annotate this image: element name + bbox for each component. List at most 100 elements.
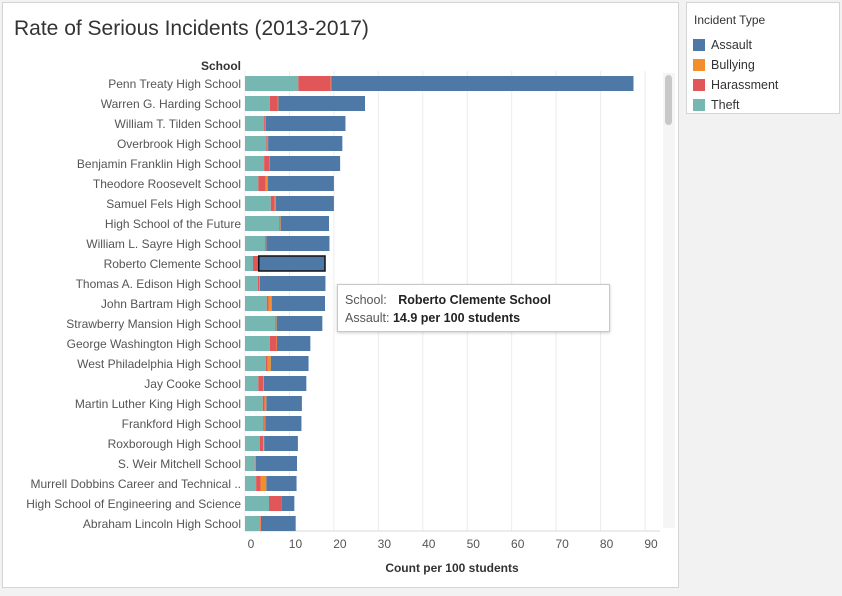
bar-martin-luther-king-high-school-theft xyxy=(245,396,263,411)
bar-frankford-high-school-harassment xyxy=(263,416,265,431)
bar-high-school-of-engineering-and-science-harassment xyxy=(269,496,282,511)
bar-murrell-dobbins-career-and-technical-bullying xyxy=(260,476,267,491)
bar-martin-luther-king-high-school-assault xyxy=(266,396,302,411)
chart-panel: School Penn Treaty High School Warren G. H… xyxy=(2,2,679,588)
bar-penn-treaty-high-school-bullying xyxy=(330,76,332,91)
bar-william-l-sayre-high-school-bullying xyxy=(265,236,267,251)
bar-roxborough-high-school-harassment xyxy=(259,436,264,451)
bar-roxborough-high-school-theft xyxy=(245,436,260,451)
bar-high-school-of-engineering-and-science-assault xyxy=(281,496,295,511)
legend-swatch-bullying xyxy=(693,59,705,71)
bar-theodore-roosevelt-school-theft xyxy=(245,176,259,191)
bar-west-philadelphia-high-school-bullying xyxy=(267,356,271,371)
bar-thomas-a-edison-high-school-theft xyxy=(245,276,258,291)
bar-john-bartram-high-school-assault xyxy=(271,296,326,311)
bar-thomas-a-edison-high-school-assault xyxy=(259,276,326,291)
tooltip-metric-value: 14.9 per 100 students xyxy=(392,311,521,325)
bar-strawberry-mansion-high-school-harassment xyxy=(275,316,277,331)
chart-scrollbar[interactable] xyxy=(663,73,675,528)
bar-benjamin-franklin-high-school-harassment xyxy=(264,156,270,171)
row-label-william-t-tilden-school: William T. Tilden School xyxy=(115,117,242,131)
legend-item-theft[interactable]: Theft xyxy=(691,96,839,114)
bar-samuel-fels-high-school-harassment xyxy=(270,196,275,211)
bar-william-l-sayre-high-school-theft xyxy=(245,236,266,251)
bar-john-bartram-high-school-harassment xyxy=(266,296,269,311)
x-tick-label-90: 90 xyxy=(644,537,658,551)
bar-john-bartram-high-school-theft xyxy=(245,296,267,311)
bar-john-bartram-high-school-bullying xyxy=(268,296,272,311)
row-label-penn-treaty-high-school: Penn Treaty High School xyxy=(108,77,241,91)
bar-high-school-of-the-future-harassment xyxy=(279,216,281,231)
row-label-roxborough-high-school: Roxborough High School xyxy=(108,437,241,451)
legend-item-assault[interactable]: Assault xyxy=(691,36,839,54)
bar-thomas-a-edison-high-school-harassment xyxy=(257,276,260,291)
row-header: School xyxy=(201,59,241,73)
bar-jay-cooke-school-bullying xyxy=(263,376,264,391)
row-label-frankford-high-school: Frankford High School xyxy=(122,417,241,431)
x-axis-label: Count per 100 students xyxy=(385,561,519,575)
bar-frankford-high-school-theft xyxy=(245,416,264,431)
tooltip-school-label: School: xyxy=(345,293,387,307)
bar-high-school-of-the-future-bullying xyxy=(280,216,281,231)
bar-penn-treaty-high-school-theft xyxy=(245,76,299,91)
bar-strawberry-mansion-high-school-theft xyxy=(245,316,276,331)
bar-abraham-lincoln-high-school-assault xyxy=(261,516,296,531)
bar-murrell-dobbins-career-and-technical-harassment xyxy=(256,476,261,491)
bar-penn-treaty-high-school-assault xyxy=(331,76,634,91)
bar-overbrook-high-school-assault xyxy=(268,136,343,151)
row-label-roberto-clemente-school: Roberto Clemente School xyxy=(104,257,241,271)
bar-george-washington-high-school-theft xyxy=(245,336,270,351)
scrollbar-thumb[interactable] xyxy=(665,75,672,125)
legend-label-theft: Theft xyxy=(711,98,740,112)
bar-theodore-roosevelt-school-harassment xyxy=(258,176,266,191)
bar-overbrook-high-school-bullying xyxy=(267,136,269,151)
bar-theodore-roosevelt-school-bullying xyxy=(265,176,268,191)
row-label-strawberry-mansion-high-school: Strawberry Mansion High School xyxy=(66,317,241,331)
bar-roberto-clemente-school-theft xyxy=(245,256,254,271)
x-tick-label-20: 20 xyxy=(333,537,347,551)
bar-benjamin-franklin-high-school-bullying xyxy=(269,156,270,171)
bar-abraham-lincoln-high-school-bullying xyxy=(260,516,262,531)
bar-roxborough-high-school-bullying xyxy=(263,436,265,451)
row-label-west-philadelphia-high-school: West Philadelphia High School xyxy=(77,357,241,371)
bar-high-school-of-the-future-theft xyxy=(245,216,280,231)
stacked-bar-chart: School Penn Treaty High School Warren G. H… xyxy=(26,59,661,575)
x-tick-label-70: 70 xyxy=(555,537,569,551)
bar-strawberry-mansion-high-school-bullying xyxy=(276,316,277,331)
bar-roberto-clemente-school-harassment xyxy=(253,256,259,271)
legend-item-harassment[interactable]: Harassment xyxy=(691,76,839,94)
row-label-high-school-of-engineering-and-science: High School of Engineering and Science xyxy=(26,497,241,511)
x-tick-label-30: 30 xyxy=(378,537,392,551)
bar-jay-cooke-school-theft xyxy=(245,376,259,391)
bar-roberto-clemente-school-assault xyxy=(258,255,326,272)
row-label-benjamin-franklin-high-school: Benjamin Franklin High School xyxy=(77,157,241,171)
bar-s-weir-mitchell-school-theft xyxy=(245,456,255,471)
legend-swatch-theft xyxy=(693,99,705,111)
bar-george-washington-high-school-assault xyxy=(277,336,311,351)
bar-william-t-tilden-school-harassment xyxy=(264,116,266,131)
bar-overbrook-high-school-harassment xyxy=(266,136,268,151)
bar-strawberry-mansion-high-school-assault xyxy=(276,316,323,331)
bar-theodore-roosevelt-school-assault xyxy=(267,176,334,191)
bar-roxborough-high-school-assault xyxy=(264,436,298,451)
bar-martin-luther-king-high-school-harassment xyxy=(262,396,265,411)
x-tick-label-50: 50 xyxy=(467,537,481,551)
row-label-murrell-dobbins-career-and-technical: Murrell Dobbins Career and Technical .. xyxy=(30,477,241,491)
row-label-thomas-a-edison-high-school: Thomas A. Edison High School xyxy=(76,277,241,291)
bar-warren-g-harding-school-harassment xyxy=(269,96,278,111)
x-tick-label-10: 10 xyxy=(289,537,303,551)
bar-william-t-tilden-school-theft xyxy=(245,116,265,131)
legend-label-harassment: Harassment xyxy=(711,78,779,92)
bar-samuel-fels-high-school-theft xyxy=(245,196,271,211)
tooltip: School: Roberto Clemente School Assault:… xyxy=(337,284,610,332)
bar-overbrook-high-school-theft xyxy=(245,136,267,151)
bar-benjamin-franklin-high-school-assault xyxy=(269,156,341,171)
bar-penn-treaty-high-school-harassment xyxy=(298,76,331,91)
x-tick-label-0: 0 xyxy=(248,537,255,551)
legend-item-bullying[interactable]: Bullying xyxy=(691,56,839,74)
bar-warren-g-harding-school-bullying xyxy=(277,96,279,111)
bar-william-l-sayre-high-school-harassment xyxy=(265,236,266,251)
legend-swatch-harassment xyxy=(693,79,705,91)
bar-frankford-high-school-bullying xyxy=(264,416,266,431)
row-label-high-school-of-the-future: High School of the Future xyxy=(105,217,241,231)
